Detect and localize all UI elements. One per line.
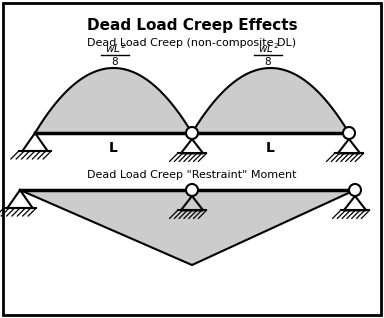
Text: Dead Load Creep (non-composite DL): Dead Load Creep (non-composite DL): [88, 38, 296, 48]
Circle shape: [343, 127, 355, 139]
Circle shape: [349, 184, 361, 196]
Circle shape: [186, 127, 198, 139]
Text: 8: 8: [265, 57, 271, 67]
Text: Dead Load Creep Effects: Dead Load Creep Effects: [87, 18, 297, 33]
Text: 8: 8: [112, 57, 118, 67]
Text: L: L: [266, 141, 275, 155]
Polygon shape: [20, 190, 355, 265]
Text: L: L: [109, 141, 118, 155]
Circle shape: [186, 184, 198, 196]
Text: Dead Load Creep "Restraint" Moment: Dead Load Creep "Restraint" Moment: [87, 170, 297, 180]
Polygon shape: [35, 68, 192, 133]
Text: $wL^2$: $wL^2$: [258, 41, 278, 55]
Polygon shape: [192, 68, 349, 133]
Text: $wL^2$: $wL^2$: [104, 41, 126, 55]
